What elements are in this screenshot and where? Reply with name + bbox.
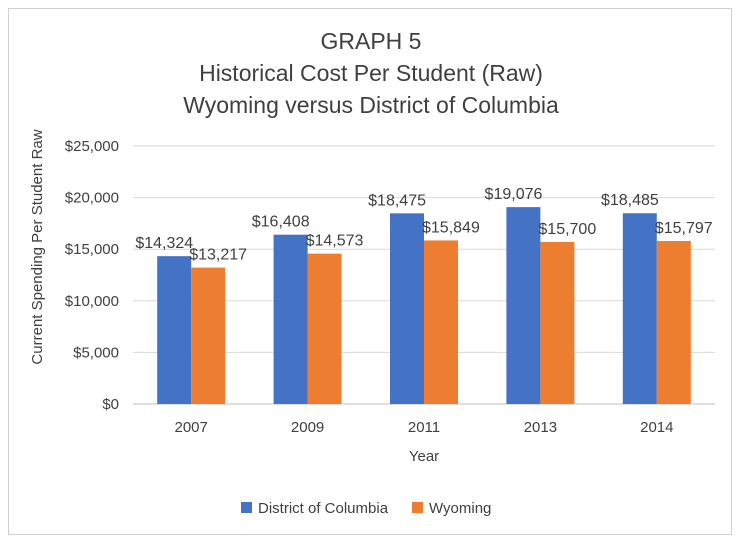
chart-title-line-2: Historical Cost Per Student (Raw) bbox=[199, 60, 543, 86]
gridlines bbox=[133, 145, 715, 405]
data-label: $19,076 bbox=[485, 186, 543, 203]
y-tick-label: $10,000 bbox=[65, 293, 119, 310]
x-tick-label: 2014 bbox=[640, 419, 673, 436]
data-label: $18,485 bbox=[601, 192, 659, 209]
chart-title-line-1: GRAPH 5 bbox=[321, 28, 422, 54]
bar-wyoming bbox=[191, 267, 226, 404]
legend: District of Columbia Wyoming bbox=[241, 500, 491, 517]
bar-dc bbox=[622, 213, 657, 404]
x-axis-title: Year bbox=[409, 448, 439, 465]
y-tick-label: $25,000 bbox=[65, 138, 119, 155]
y-tick-label: $0 bbox=[102, 396, 119, 413]
legend-label: Wyoming bbox=[429, 500, 491, 517]
x-tick-label: 2011 bbox=[408, 419, 440, 436]
chart-frame bbox=[8, 8, 732, 535]
x-tick-label: 2007 bbox=[175, 419, 208, 436]
legend-label: District of Columbia bbox=[258, 500, 389, 517]
bar-dc bbox=[273, 234, 308, 404]
y-tick-label: $20,000 bbox=[65, 190, 119, 207]
bar-wyoming bbox=[307, 253, 342, 404]
data-label: $14,573 bbox=[306, 233, 364, 250]
bar-dc bbox=[506, 207, 541, 404]
data-label: $14,324 bbox=[135, 235, 193, 252]
data-labels: $14,324$13,217 $16,408 $14,573 $18,475 $15,8… bbox=[135, 186, 712, 263]
y-axis-title: Current Spending Per Student Raw bbox=[29, 129, 46, 364]
data-label: $15,700 bbox=[538, 221, 596, 238]
legend-swatch bbox=[241, 502, 252, 513]
bar-dc bbox=[390, 213, 424, 404]
bar-dc bbox=[157, 256, 192, 404]
legend-swatch bbox=[412, 502, 423, 513]
x-tick-label: 2009 bbox=[291, 419, 324, 436]
y-tick-label: $5,000 bbox=[73, 344, 119, 361]
x-axis-ticks: 2007 2009 2011 2013 2014 bbox=[175, 419, 674, 436]
chart-title-line-3: Wyoming versus District of Columbia bbox=[183, 92, 559, 118]
data-label: $18,475 bbox=[368, 192, 426, 209]
y-tick-label: $15,000 bbox=[65, 241, 119, 258]
data-label: $16,408 bbox=[252, 214, 310, 231]
bar-wyoming bbox=[656, 240, 691, 404]
data-label: $15,849 bbox=[422, 219, 480, 236]
bars bbox=[157, 207, 691, 404]
y-axis-ticks: $0 $5,000 $10,000 $15,000 $20,000 $25,000 bbox=[65, 138, 119, 413]
data-label: $15,797 bbox=[655, 220, 713, 237]
data-label: $13,217 bbox=[189, 247, 247, 264]
bar-wyoming bbox=[540, 241, 575, 404]
x-tick-label: 2013 bbox=[524, 419, 557, 436]
chart-title: GRAPH 5 Historical Cost Per Student (Raw… bbox=[183, 28, 559, 118]
bar-wyoming bbox=[424, 240, 458, 404]
